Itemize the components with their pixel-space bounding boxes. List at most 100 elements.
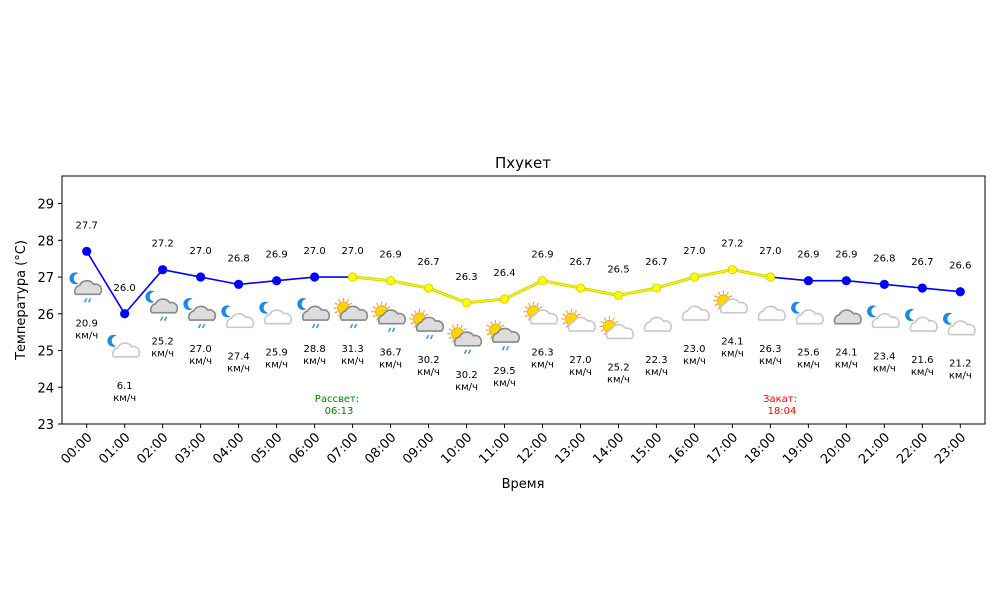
wind-unit-label: км/ч (607, 374, 630, 385)
day-segment-inner (580, 287, 619, 296)
temperature-label: 26.7 (911, 257, 933, 268)
day-segment-inner (428, 287, 467, 304)
wind-unit-label: км/ч (151, 349, 174, 360)
x-tick-label: 02:00 (134, 430, 171, 467)
temperature-point (879, 279, 889, 289)
x-tick-label: 13:00 (552, 430, 589, 467)
wind-speed-label: 25.2 (152, 337, 174, 348)
y-tick-label: 23 (37, 418, 54, 433)
sun-cloud-icon (599, 316, 634, 340)
sunset-label: Закат: (763, 394, 797, 405)
moon-cloud-rain-icon (69, 272, 103, 303)
weather-icons (69, 272, 976, 358)
temperature-label: 26.9 (265, 250, 287, 261)
wind-speed-label: 30.2 (455, 370, 477, 381)
x-tick-label: 18:00 (742, 430, 779, 467)
temperature-point (82, 246, 92, 256)
sun-cloud-rain-icon (485, 320, 521, 351)
wind-speed-label: 27.0 (569, 355, 591, 366)
temperature-point (575, 283, 586, 293)
wind-speed-label: 23.4 (873, 351, 895, 362)
x-axis-label: Время (502, 477, 545, 492)
wind-speed-label: 21.2 (949, 359, 971, 370)
temperature-point (385, 276, 396, 286)
night-segment (200, 276, 239, 286)
day-segment-inner (542, 280, 581, 289)
temperature-point (423, 283, 434, 293)
temperature-label: 27.2 (721, 239, 743, 250)
wind-unit-label: км/ч (113, 393, 136, 404)
temperature-point (309, 272, 320, 282)
sunrise-time: 06:13 (325, 406, 354, 417)
temperature-point (841, 276, 851, 286)
temperature-label: 26.5 (607, 264, 629, 275)
wind-speed-label: 22.3 (645, 355, 667, 366)
moon-cloud-icon (107, 334, 141, 358)
night-segment (846, 279, 885, 286)
sunset-time: 18:04 (768, 406, 797, 417)
cloud-icon (681, 305, 710, 321)
temperature-label: 26.9 (531, 250, 553, 261)
wind-speed-label: 29.5 (493, 366, 515, 377)
temperature-point (120, 309, 130, 319)
day-segment-inner (732, 269, 771, 278)
sun-cloud-icon (561, 309, 597, 332)
x-tick-label: 20:00 (818, 430, 855, 467)
wind-unit-label: км/ч (721, 349, 744, 360)
temperature-points (82, 246, 965, 319)
x-tick-label: 06:00 (286, 430, 323, 467)
x-tick-label: 23:00 (932, 430, 969, 467)
temperature-point (272, 276, 282, 286)
temperature-label: 26.4 (493, 268, 515, 279)
day-segment-inner (390, 280, 429, 289)
wind-unit-label: км/ч (759, 356, 782, 367)
temperature-point (196, 272, 206, 282)
wind-speed-label: 27.4 (227, 351, 249, 362)
wind-speed-label: 21.6 (911, 355, 933, 366)
moon-cloud-icon (905, 309, 938, 332)
temperature-point (158, 265, 168, 275)
chart-title: Пхукет (495, 154, 551, 172)
sun-events: Рассвет: 06:13 Закат: 18:04 (315, 394, 797, 417)
wind-speed-label: 25.9 (265, 348, 287, 359)
night-segment (276, 276, 315, 282)
day-segment-inner (656, 276, 695, 289)
wind-speed-label: 25.2 (607, 362, 629, 373)
night-segment (238, 279, 277, 286)
wind-speed-label: 24.1 (721, 337, 743, 348)
moon-cloud-rain-icon (145, 290, 179, 322)
temperature-point (613, 290, 624, 301)
wind-speed-label: 25.6 (797, 348, 819, 359)
y-tick-label: 29 (37, 198, 54, 213)
temperature-point (765, 272, 775, 282)
wind-speed-label: 36.7 (379, 348, 401, 359)
wind-speed-label: 20.9 (76, 318, 98, 329)
temperature-label: 27.2 (152, 239, 174, 250)
wind-speed-label: 23.0 (683, 344, 705, 355)
x-tick-label: 09:00 (400, 430, 437, 467)
wind-unit-label: км/ч (797, 360, 820, 371)
day-segment-inner (504, 280, 543, 300)
wind-unit-label: км/ч (189, 356, 212, 367)
x-tick-label: 21:00 (856, 430, 893, 467)
temperature-label: 26.6 (949, 261, 971, 272)
moon-cloud-rain-icon (297, 298, 331, 329)
x-tick-label: 17:00 (704, 430, 741, 467)
wind-unit-label: км/ч (835, 360, 858, 371)
cloud-icon (757, 305, 786, 321)
temperature-label: 27.0 (683, 246, 705, 257)
moon-cloud-rain-icon (183, 298, 217, 329)
temperature-label: 26.9 (379, 250, 401, 261)
day-segment-inner (694, 269, 733, 278)
temperature-label: 26.8 (873, 253, 895, 264)
temperature-label: 26.3 (455, 272, 477, 283)
wind-unit-label: км/ч (683, 356, 706, 367)
wind-speed-label: 24.1 (835, 348, 857, 359)
y-tick-label: 24 (37, 381, 54, 396)
wind-unit-label: км/ч (531, 360, 554, 371)
moon-cloud-icon (867, 305, 900, 329)
temperature-label: 26.9 (797, 250, 819, 261)
wind-speed-label: 30.2 (417, 355, 439, 366)
temperature-point (537, 276, 548, 286)
